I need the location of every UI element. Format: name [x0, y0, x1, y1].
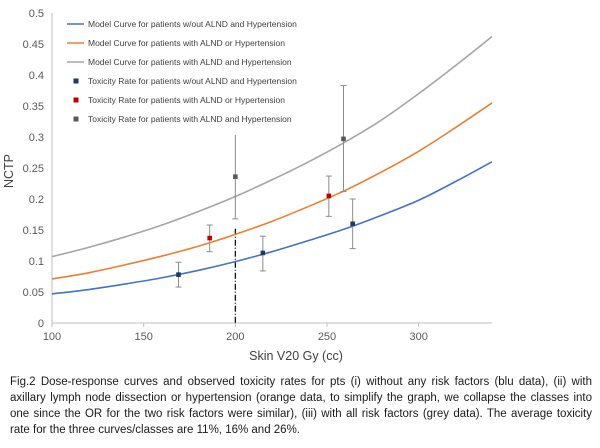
figure-caption: Fig.2 Dose-response curves and observed … — [10, 376, 592, 436]
legend-background — [62, 15, 330, 135]
dose-response-chart: 0 0.05 0.1 0.15 0.2 0.25 0.3 0.35 0.4 0.45 0.5 100 1… — [2, 8, 493, 363]
legend-swatch-marker — [73, 78, 79, 84]
legend-label: Toxicity Rate for patients with ALND and… — [88, 114, 292, 124]
y-tick-label: 0.35 — [23, 101, 44, 113]
y-tick-label: 0.15 — [23, 225, 44, 237]
x-tick-label: 200 — [226, 331, 244, 343]
toxicity-point — [207, 235, 212, 241]
model-curve — [51, 161, 493, 295]
x-tick-label: 150 — [134, 331, 152, 343]
axes: 0 0.05 0.1 0.15 0.2 0.25 0.3 0.35 0.4 0.45 0.5 100 1… — [23, 8, 492, 343]
x-tick-label: 300 — [409, 331, 427, 343]
y-tick-label: 0.4 — [29, 70, 44, 82]
y-tick-label: 0.05 — [23, 287, 44, 299]
x-tick-label: 250 — [318, 331, 336, 343]
y-tick-label: 0.5 — [29, 8, 44, 20]
legend: Model Curve for patients w/out ALND and … — [62, 15, 330, 135]
y-tick-label: 0.2 — [29, 194, 44, 206]
model-curve — [51, 102, 493, 280]
toxicity-point — [341, 136, 346, 142]
y-tick-label: 0.25 — [23, 163, 44, 175]
legend-swatch-marker — [73, 116, 79, 122]
toxicity-point — [176, 272, 181, 277]
y-tick-label: 0 — [38, 318, 44, 330]
model-curve — [51, 35, 493, 258]
toxicity-point — [233, 174, 238, 179]
legend-label: Toxicity Rate for patients w/out ALND an… — [88, 76, 297, 86]
y-tick-label: 0.3 — [29, 132, 44, 144]
x-tick-label: 100 — [43, 331, 61, 343]
legend-swatch-marker — [73, 97, 79, 103]
toxicity-point — [326, 193, 332, 199]
toxicity-points — [175, 85, 356, 288]
model-curves — [51, 35, 493, 295]
x-axis-title: Skin V20 Gy (cc) — [249, 349, 343, 363]
legend-label: Model Curve for patients with ALND or Hy… — [88, 38, 285, 48]
legend-label: Toxicity Rate for patients with ALND or … — [88, 95, 285, 105]
y-tick-label: 0.45 — [23, 39, 44, 51]
y-tick-label: 0.1 — [29, 256, 44, 268]
toxicity-point — [350, 221, 355, 227]
legend-label: Model Curve for patients with ALND and H… — [88, 57, 292, 67]
y-axis-title: NCTP — [2, 154, 16, 188]
legend-label: Model Curve for patients w/out ALND and … — [88, 19, 297, 29]
toxicity-point — [260, 250, 266, 256]
